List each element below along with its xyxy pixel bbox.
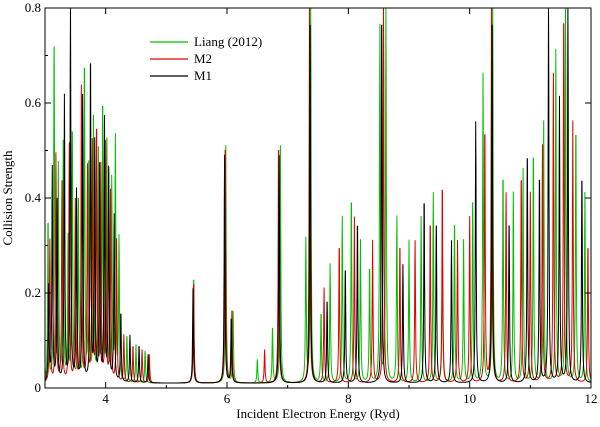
y-axis: 0 0.2 0.4 0.6 0.8 bbox=[25, 0, 591, 395]
y-tick-label: 0.6 bbox=[25, 95, 42, 110]
series-line-m2 bbox=[45, 8, 591, 384]
x-tick-label: 10 bbox=[463, 391, 476, 406]
x-tick-label: 8 bbox=[345, 391, 352, 406]
plot-frame bbox=[44, 7, 592, 389]
x-tick-label: 12 bbox=[585, 391, 598, 406]
x-tick-label: 6 bbox=[224, 391, 231, 406]
series-line-m1 bbox=[45, 8, 591, 384]
series-layer bbox=[45, 8, 591, 384]
y-tick-label: 0.8 bbox=[25, 0, 41, 15]
legend-label: M1 bbox=[194, 68, 212, 83]
legend-label: Liang (2012) bbox=[194, 34, 262, 49]
y-tick-label: 0 bbox=[35, 380, 42, 395]
y-tick-label: 0.4 bbox=[25, 190, 42, 205]
x-tick-label: 4 bbox=[102, 391, 109, 406]
series-line-liang-2012 bbox=[45, 8, 591, 384]
y-tick-label: 0.2 bbox=[25, 285, 41, 300]
x-axis: 4 6 8 10 12 bbox=[44, 8, 598, 406]
legend: Liang (2012) M2 M1 bbox=[150, 34, 262, 83]
x-axis-title: Incident Electron Energy (Ryd) bbox=[236, 406, 400, 421]
y-axis-title: Collision Strength bbox=[0, 150, 15, 245]
legend-label: M2 bbox=[194, 51, 212, 66]
